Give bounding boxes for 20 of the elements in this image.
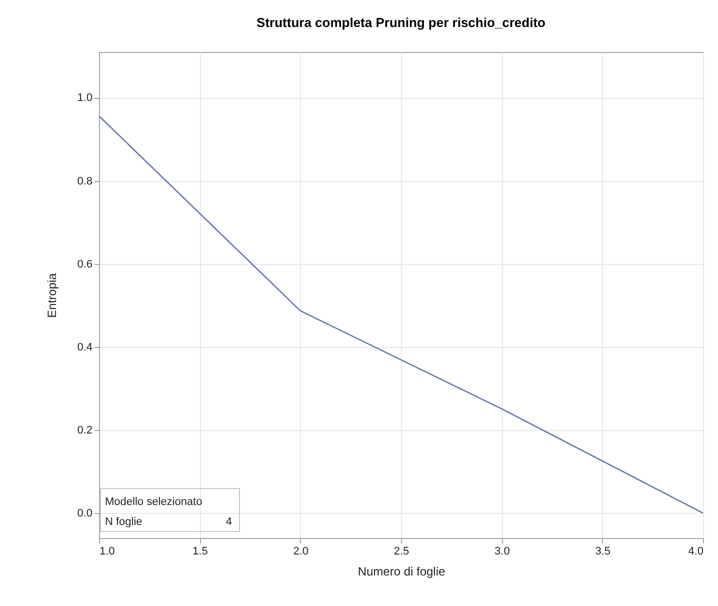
y-tick-label: 0.4 bbox=[77, 341, 92, 354]
annotation: 4 bbox=[226, 516, 232, 528]
x-tick-label: 1.0 bbox=[100, 546, 115, 558]
x-tick-label: 3.0 bbox=[494, 546, 510, 558]
y-tick-label: 0.6 bbox=[77, 258, 92, 270]
x-axis-title: Numero di foglie bbox=[358, 564, 446, 578]
x-tick-label: 2.5 bbox=[394, 546, 410, 558]
line-series bbox=[99, 115, 703, 514]
x-tick-label: 1.5 bbox=[192, 546, 208, 558]
annotation: Modello selezionato bbox=[105, 496, 202, 508]
y-tick-label: 0.8 bbox=[77, 175, 92, 188]
x-tick-label: 3.5 bbox=[595, 546, 610, 558]
x-tick-label: 4.0 bbox=[688, 546, 704, 558]
chart-title: Struttura completa Pruning per rischio_credito bbox=[256, 15, 546, 30]
x-tick-label: 2.0 bbox=[293, 546, 308, 558]
y-axis-title: Entropia bbox=[45, 272, 60, 318]
annotation: N foglie bbox=[105, 516, 142, 528]
y-tick-label: 0.0 bbox=[77, 508, 92, 520]
y-tick-label: 1.0 bbox=[77, 92, 92, 104]
y-tick-label: 0.2 bbox=[77, 424, 92, 436]
